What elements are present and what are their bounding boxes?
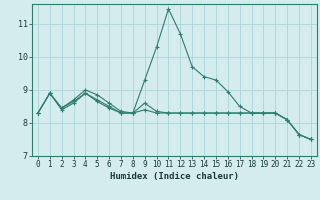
X-axis label: Humidex (Indice chaleur): Humidex (Indice chaleur) [110,172,239,181]
